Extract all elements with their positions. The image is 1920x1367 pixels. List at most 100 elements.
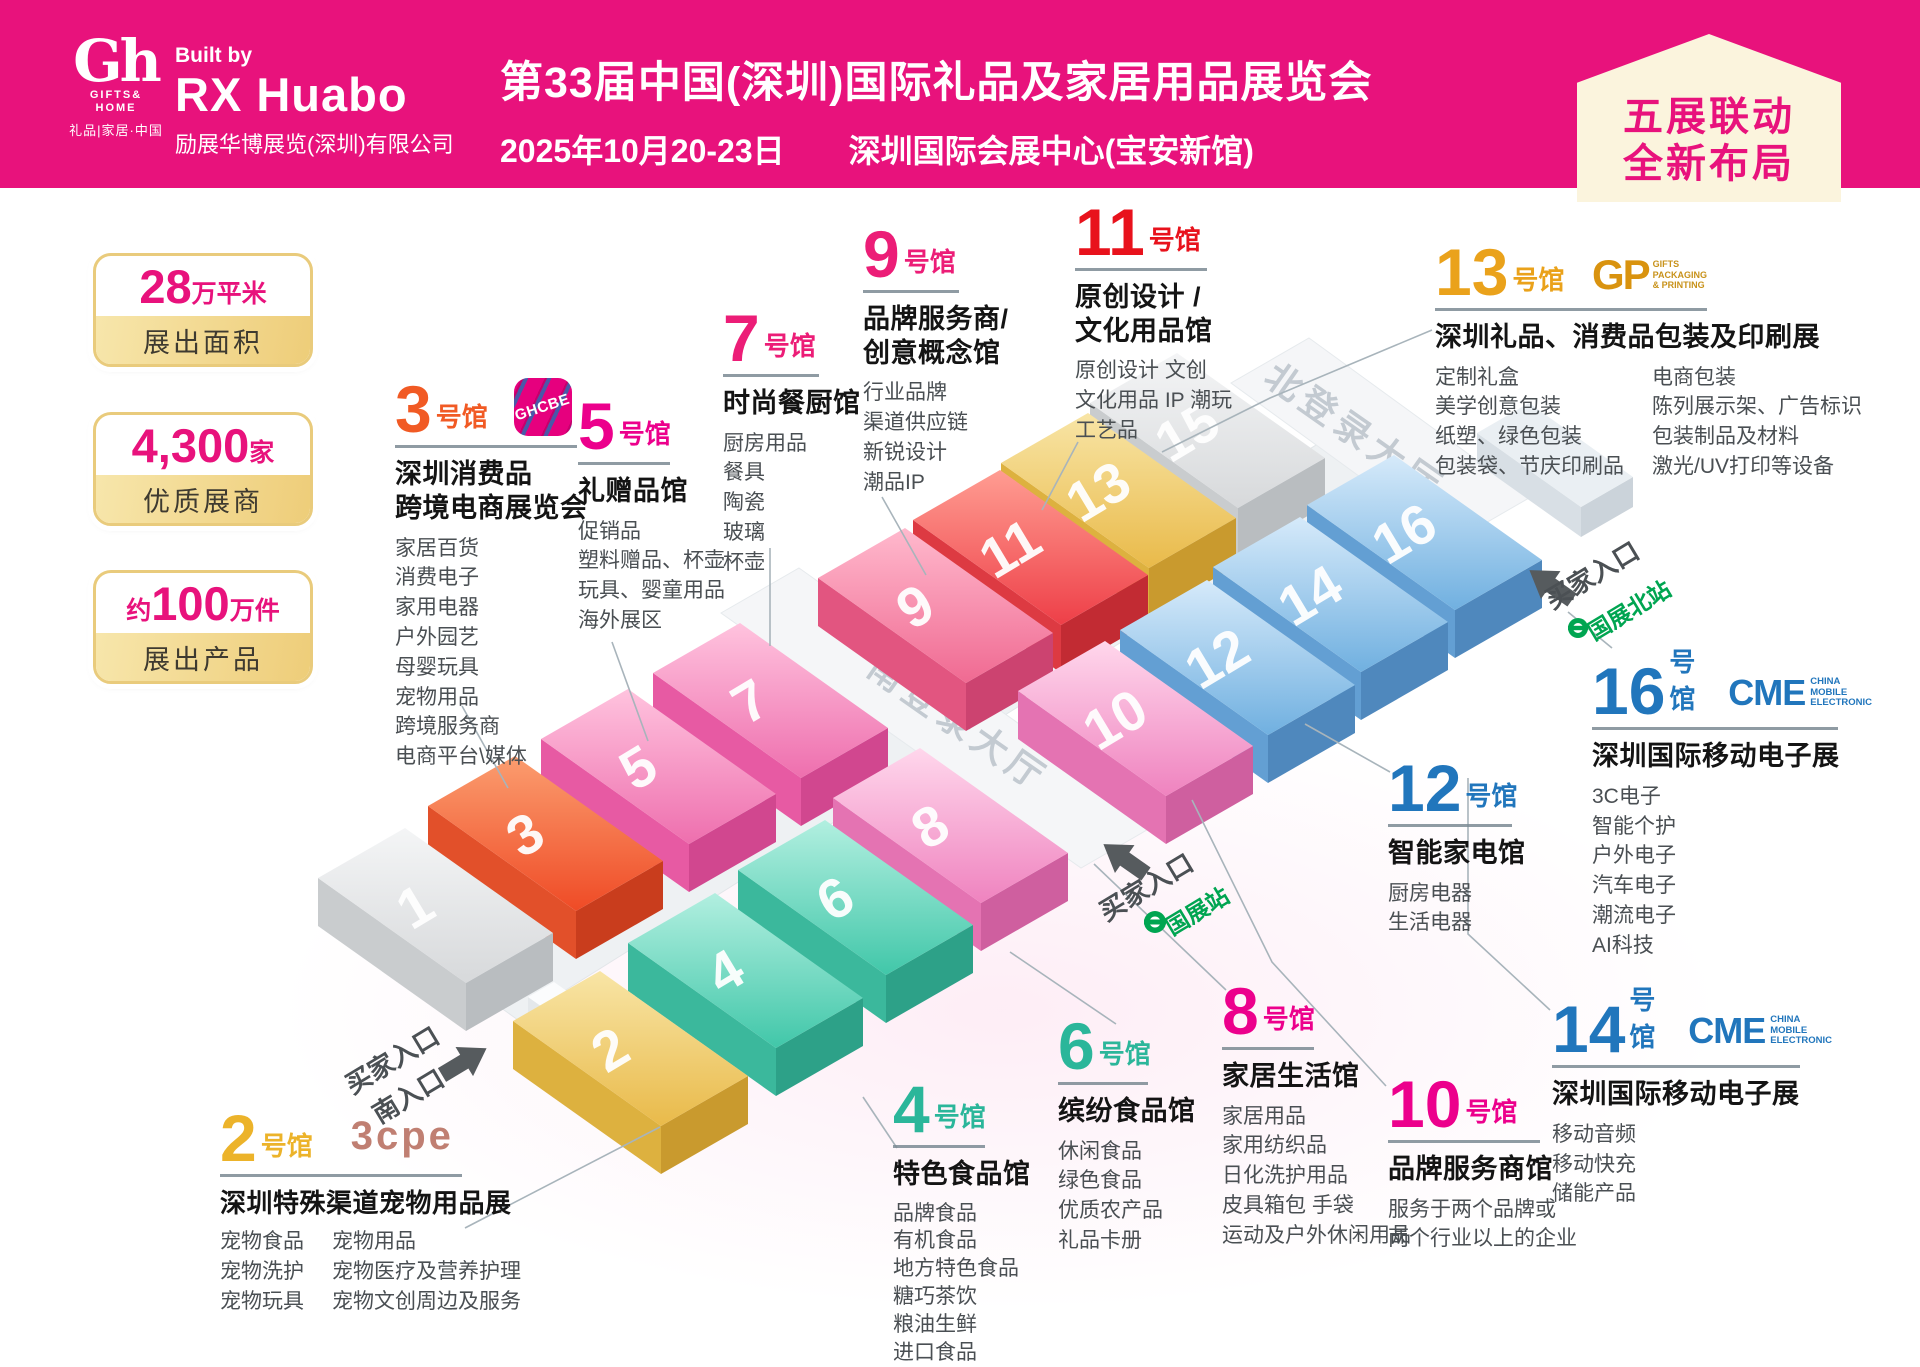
hall-item: 家居百货 — [395, 536, 479, 560]
hall-item: 海外展区 — [578, 608, 662, 632]
map-box-9: 9 — [818, 528, 1053, 731]
stat-value: 4,300 — [131, 418, 250, 472]
hall-item: 两个行业以上的企业 — [1388, 1227, 1577, 1251]
hall-items: 宠物食品 宠物洗护 宠物玩具 宠物用品 宠物医疗及营养护理 宠物文创周边及服务 — [220, 1227, 530, 1316]
hall-item: 新锐设计 — [863, 440, 947, 464]
hall-item: 包装制品及材料 — [1652, 425, 1799, 449]
hall-item: 粮油生鲜 — [893, 1313, 977, 1337]
hall-items: 家居用品 家用纺织品 日化洗护用品 皮具箱包 手袋 运动及户外休闲用品 — [1222, 1102, 1452, 1251]
hall-number: 6 — [1058, 1009, 1095, 1083]
stat-unit: 万件 — [229, 597, 280, 625]
stat-unit: 万平米 — [191, 280, 267, 308]
north-gray-slab — [1477, 403, 1633, 537]
hall-items: 厨房用品 餐具 陶瓷 玻璃 杯壶 — [723, 429, 883, 578]
stat-area: 28 万平米 展出面积 — [93, 253, 313, 367]
hall-item: 渠道供应链 — [863, 411, 968, 435]
hall-title: 深圳国际移动电子展 — [1552, 1079, 1800, 1109]
hall-item: 宠物用品 — [395, 685, 479, 709]
hall-item: 厨房电器 — [1388, 881, 1472, 905]
divider — [578, 461, 670, 465]
map-box-2: 2 — [513, 971, 748, 1174]
metro-icon — [1144, 911, 1166, 933]
brand-name-cn: 礼品|家居·中国 — [69, 123, 163, 139]
hall-item: 母婴玩具 — [395, 655, 479, 679]
hall-items: 品牌食品 有机食品 地方特色食品 糖巧茶饮 粮油生鲜 进口食品 — [893, 1200, 1083, 1367]
hall-item: 地方特色食品 — [893, 1257, 1019, 1281]
hall-4-info: 4 号馆 特色食品馆 品牌食品 有机食品 地方特色食品 糖巧茶饮 粮油生鲜 进口食… — [893, 1076, 1083, 1367]
divider — [1388, 823, 1512, 827]
hall-title: 深圳消费品 跨境电商展览会 — [395, 459, 588, 523]
rx-huabo-logo: RX Huabo — [175, 68, 408, 121]
stat-value: 28 — [139, 259, 192, 313]
hall-6-info: 6 号馆 缤纷食品馆 休闲食品 绿色食品 优质农产品 礼品卡册 — [1058, 1009, 1248, 1256]
cme-logo: CME CHINA MOBILE ELECTRONIC — [1728, 672, 1872, 713]
event-title-block: 第33届中国(深圳)国际礼品及家居用品展览会 2025年10月20-23日 深圳… — [500, 48, 1372, 172]
badge-line-1: 五展联动 — [1623, 94, 1795, 139]
organizer-block: Built by RX Huabo 励展华博展览(深圳)有限公司 — [175, 44, 454, 159]
hall-item: 智能个护 — [1592, 814, 1676, 838]
hall-item: 品牌食品 — [893, 1201, 977, 1225]
hall-item: 塑料赠品、杯壶 — [578, 549, 725, 573]
hall-number: 8 — [1222, 974, 1259, 1048]
hall-item: AI科技 — [1592, 933, 1654, 957]
hall-item: 服务于两个品牌或 — [1388, 1197, 1556, 1221]
hall-item: 玩具、婴童用品 — [578, 579, 725, 603]
hall-item: 工艺品 — [1075, 418, 1138, 442]
hall-title: 深圳礼品、消费品包装及印刷展 — [1435, 321, 1820, 352]
map-box-3: 3 — [428, 756, 663, 959]
divider — [1075, 267, 1207, 271]
hall-number: 13 — [1435, 235, 1509, 309]
hall-number: 7 — [723, 301, 760, 375]
brand-name-2: HOME — [95, 102, 137, 115]
hall-number: 12 — [1388, 751, 1462, 825]
gpp-logo: GP GIFTS PACKAGING & PRINTING — [1591, 250, 1707, 298]
hall-item: 日化洗护用品 — [1222, 1164, 1348, 1188]
divider — [863, 289, 959, 293]
hall-item: 生活电器 — [1388, 911, 1472, 935]
hall-7-info: 7 号馆 时尚餐厨馆 厨房用品 餐具 陶瓷 玻璃 杯壶 — [723, 301, 883, 578]
metro-icon — [1568, 618, 1588, 638]
hall-title: 智能家电馆 — [1388, 837, 1526, 868]
hall-item: 宠物玩具 — [220, 1289, 304, 1313]
hall-item: 文化用品 IP 潮玩 — [1075, 389, 1233, 413]
hall-item: 宠物文创周边及服务 — [332, 1289, 521, 1313]
hall-number: 16 — [1592, 654, 1666, 729]
ghcbe-logo: GHCBE — [513, 378, 572, 436]
hall-item: 促销品 — [578, 519, 641, 543]
event-title: 第33届中国(深圳)国际礼品及家居用品展览会 — [500, 59, 1373, 107]
hall-item: 杯壶 — [723, 550, 765, 574]
hall-items: 移动音频 移动快充 储能产品 — [1552, 1120, 1832, 1209]
hall-items: 原创设计 文创 文化用品 IP 潮玩 工艺品 — [1075, 356, 1275, 445]
stat-unit: 家 — [249, 439, 275, 467]
stat-exhibitors: 4,300 家 优质展商 — [93, 412, 313, 526]
hall-10-info: 10 号馆 品牌服务商馆 服务于两个品牌或 两个行业以上的企业 — [1388, 1071, 1628, 1254]
hall-items: 休闲食品 绿色食品 优质农产品 礼品卡册 — [1058, 1137, 1248, 1256]
hall-16-info: 16 号馆 CME CHINA MOBILE ELECTRONIC 深圳国际移动电子展… — [1592, 642, 1872, 961]
stat-products: 约 100 万件 展出产品 — [93, 570, 313, 684]
hall-item: 宠物用品 — [332, 1230, 416, 1254]
hall-number: 9 — [863, 217, 900, 291]
hall-item: 优质农产品 — [1058, 1199, 1163, 1223]
event-date: 2025年10月20-23日 — [500, 133, 785, 169]
divider — [1592, 727, 1838, 730]
hall-item: 电商平台\媒体 — [395, 745, 527, 769]
hall-item: 行业品牌 — [863, 381, 947, 405]
hall-11-info: 11 号馆 原创设计 / 文化用品馆 原创设计 文创 文化用品 IP 潮玩 工艺品 — [1075, 195, 1275, 446]
hall-number: 2 — [220, 1101, 257, 1175]
map-box-8: 8 — [833, 748, 1068, 951]
stat-label: 优质展商 — [96, 475, 310, 523]
hall-14-info: 14 号馆 CME CHINA MOBILE ELECTRONIC 深圳国际移动电子展… — [1552, 980, 1832, 1209]
hall-title: 原创设计 / 文化用品馆 — [1075, 281, 1213, 346]
hall-2-info: 2 号馆 3cpe 深圳特殊渠道宠物用品展 宠物食品 宠物洗护 宠物玩具 宠物用品… — [220, 1101, 530, 1317]
hall-number: 14 — [1552, 992, 1626, 1067]
hall-item: 皮具箱包 手袋 — [1222, 1193, 1354, 1217]
cme-logo: CME CHINA MOBILE ELECTRONIC — [1688, 1010, 1832, 1051]
hall-item: 有机食品 — [893, 1229, 977, 1253]
hall-number: 11 — [1075, 195, 1145, 269]
organizer-company: 励展华博展览(深圳)有限公司 — [175, 132, 454, 158]
hall-items: 促销品 塑料赠品、杯壶 玩具、婴童用品 海外展区 — [578, 517, 778, 636]
hall-title: 家居生活馆 — [1222, 1060, 1360, 1091]
hall-9-info: 9 号馆 品牌服务商/创意概念馆 行业品牌 渠道供应链 新锐设计 潮品IP — [863, 217, 1053, 498]
hall-item: 餐具 — [723, 461, 765, 485]
hall-title: 品牌服务商馆 — [1388, 1153, 1553, 1184]
